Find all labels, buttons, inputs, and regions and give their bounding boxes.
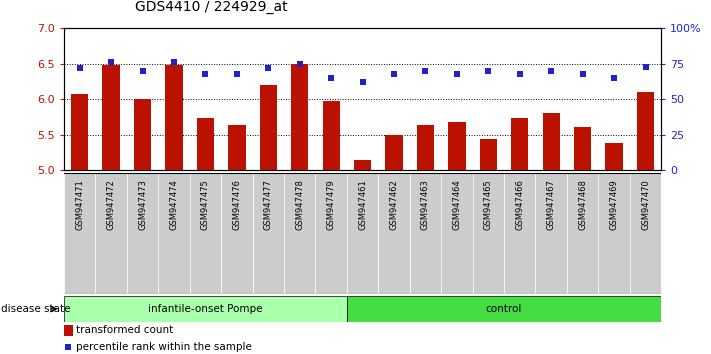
Bar xyxy=(252,173,284,294)
Text: GSM947470: GSM947470 xyxy=(641,179,650,230)
Bar xyxy=(221,173,252,294)
Bar xyxy=(64,173,95,294)
Text: infantile-onset Pompe: infantile-onset Pompe xyxy=(148,304,262,314)
Text: transformed count: transformed count xyxy=(76,325,173,336)
Bar xyxy=(480,139,497,170)
Point xyxy=(231,71,242,76)
Bar xyxy=(442,173,473,294)
Text: GSM947463: GSM947463 xyxy=(421,179,430,230)
Bar xyxy=(630,173,661,294)
Text: GSM947466: GSM947466 xyxy=(515,179,524,230)
Bar xyxy=(574,127,592,170)
Point xyxy=(640,64,651,69)
Bar xyxy=(511,118,528,170)
Bar xyxy=(599,173,630,294)
Point xyxy=(63,344,74,350)
Text: GSM947476: GSM947476 xyxy=(232,179,241,230)
Bar xyxy=(347,296,661,322)
Bar xyxy=(347,173,378,294)
Text: GSM947467: GSM947467 xyxy=(547,179,556,230)
Text: GSM947479: GSM947479 xyxy=(326,179,336,230)
Text: GSM947475: GSM947475 xyxy=(201,179,210,230)
Text: GDS4410 / 224929_at: GDS4410 / 224929_at xyxy=(135,0,288,14)
Bar xyxy=(127,173,159,294)
Text: disease state: disease state xyxy=(1,304,70,314)
Point xyxy=(262,65,274,71)
Bar xyxy=(535,173,567,294)
Text: GSM947471: GSM947471 xyxy=(75,179,84,230)
Bar xyxy=(190,173,221,294)
Bar xyxy=(417,125,434,170)
Bar xyxy=(166,65,183,170)
Bar xyxy=(448,122,466,170)
Bar xyxy=(410,173,442,294)
Point xyxy=(545,68,557,74)
Point xyxy=(577,71,588,76)
Bar xyxy=(134,99,151,170)
Point xyxy=(137,68,149,74)
Text: GSM947473: GSM947473 xyxy=(138,179,147,230)
Bar xyxy=(542,113,560,170)
Bar xyxy=(64,325,73,336)
Text: GSM947474: GSM947474 xyxy=(169,179,178,230)
Point xyxy=(200,71,211,76)
Bar xyxy=(354,160,371,170)
Text: GSM947461: GSM947461 xyxy=(358,179,367,230)
Bar xyxy=(260,85,277,170)
Point xyxy=(74,65,85,71)
Point xyxy=(326,75,337,81)
Text: GSM947462: GSM947462 xyxy=(390,179,399,230)
Point xyxy=(357,79,368,85)
Text: GSM947469: GSM947469 xyxy=(609,179,619,230)
Bar xyxy=(567,173,599,294)
Point xyxy=(514,71,525,76)
Bar xyxy=(316,173,347,294)
Bar xyxy=(102,65,119,170)
Text: GSM947465: GSM947465 xyxy=(484,179,493,230)
Bar xyxy=(606,143,623,170)
Bar xyxy=(323,101,340,170)
Bar xyxy=(228,125,245,170)
Bar xyxy=(378,173,410,294)
Text: GSM947464: GSM947464 xyxy=(452,179,461,230)
Point xyxy=(294,61,306,67)
Bar xyxy=(284,173,316,294)
Bar xyxy=(385,135,402,170)
Bar xyxy=(64,296,347,322)
Bar xyxy=(95,173,127,294)
Bar xyxy=(504,173,535,294)
Point xyxy=(609,75,620,81)
Bar xyxy=(637,92,654,170)
Point xyxy=(419,68,431,74)
Point xyxy=(388,71,400,76)
Text: control: control xyxy=(486,304,523,314)
Bar xyxy=(291,64,309,170)
Point xyxy=(105,59,117,65)
Bar xyxy=(197,118,214,170)
Point xyxy=(451,71,463,76)
Text: GSM947478: GSM947478 xyxy=(295,179,304,230)
Point xyxy=(483,68,494,74)
Bar xyxy=(71,94,88,170)
Text: percentile rank within the sample: percentile rank within the sample xyxy=(76,342,252,352)
Text: GSM947472: GSM947472 xyxy=(107,179,116,230)
Bar xyxy=(159,173,190,294)
Bar xyxy=(473,173,504,294)
Text: GSM947477: GSM947477 xyxy=(264,179,273,230)
Point xyxy=(169,59,180,65)
Text: GSM947468: GSM947468 xyxy=(578,179,587,230)
